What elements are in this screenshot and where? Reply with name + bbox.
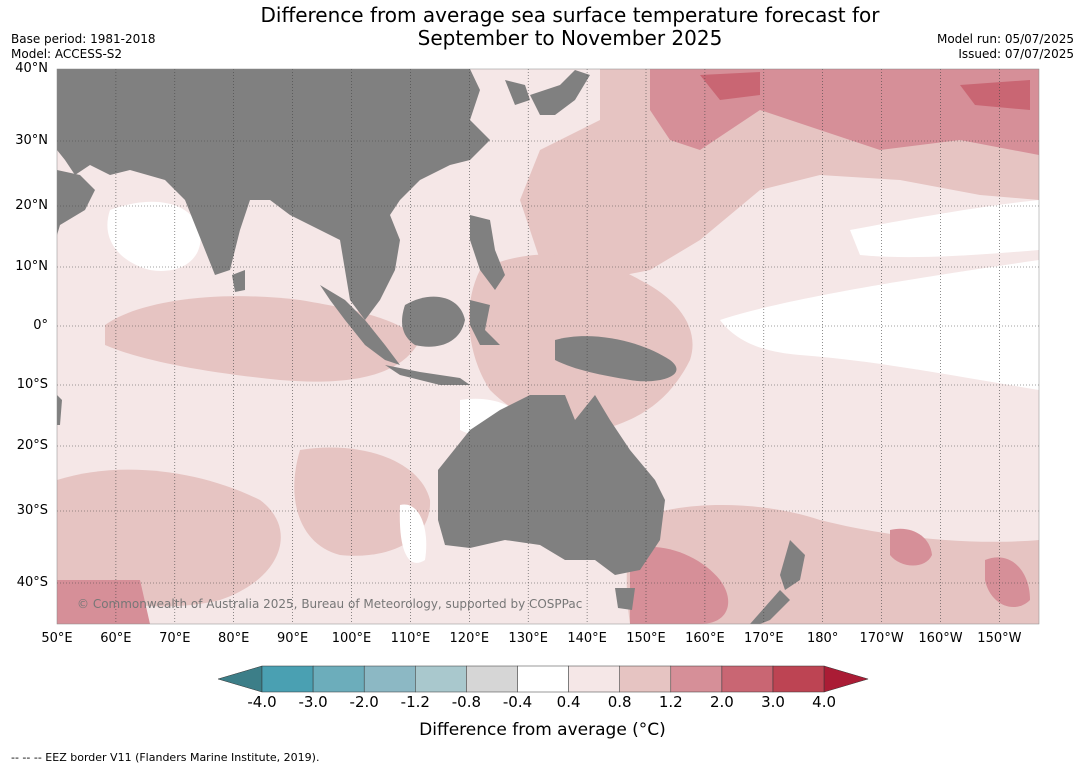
lon-label: 160°W: [918, 631, 963, 646]
warm-patch-south-indian: [294, 447, 431, 556]
hot-spot-northeast: [960, 80, 1030, 110]
colorbar-tick-label: -4.0: [247, 693, 277, 711]
colorbar-segment: [568, 665, 620, 693]
colorbar-min-arrow: [217, 665, 263, 693]
lat-label: 20°S: [16, 438, 48, 453]
lon-label: 120°E: [449, 631, 490, 646]
colorbar-segment: [772, 665, 825, 693]
warm-spot-south-pacific: [890, 528, 932, 566]
copyright-notice: © Commonwealth of Australia 2025, Bureau…: [77, 597, 583, 611]
neutral-east-pacific: [720, 260, 1039, 390]
lat-label: 30°S: [16, 503, 48, 518]
hot-spot-north: [700, 72, 760, 100]
warm-south-indian-ocean: [57, 469, 281, 607]
japan: [530, 70, 590, 115]
colorbar-tick-label: -1.2: [400, 693, 430, 711]
new-zealand-south: [750, 590, 790, 624]
warm-tasman-region: [626, 505, 1039, 624]
colorbar-max-arrow: [823, 665, 869, 693]
lon-label: 100°E: [331, 631, 372, 646]
colorbar-segment: [517, 665, 569, 693]
warm-spot-southeast: [985, 557, 1030, 608]
arabian-peninsula: [57, 170, 95, 235]
lon-label: 150°W: [977, 631, 1022, 646]
colorbar-tick-label: 4.0: [812, 693, 837, 711]
borneo: [402, 296, 465, 347]
colorbar-tick-label: 3.0: [761, 693, 785, 711]
colorbar-segment: [363, 665, 416, 693]
land-masses: [57, 69, 805, 624]
lon-label: 170°W: [859, 631, 904, 646]
issued-date: Issued: 07/07/2025: [958, 47, 1074, 61]
lat-label: 40°S: [16, 575, 48, 590]
lon-label: 70°E: [159, 631, 191, 646]
philippines: [470, 215, 505, 290]
lon-label: 170°E: [744, 631, 784, 646]
colorbar-tick-label: -0.4: [502, 693, 533, 711]
colorbar-tick-label: -3.0: [298, 693, 328, 711]
lat-label: 30°N: [15, 133, 48, 148]
lon-label: 160°E: [685, 631, 725, 646]
eez-footnote: -- -- -- EEZ border V11 (Flanders Marine…: [11, 751, 320, 764]
lon-label: 90°E: [276, 631, 309, 646]
tasmania: [615, 588, 635, 610]
sulawesi: [470, 300, 500, 345]
colorbar-segment: [721, 665, 774, 693]
colorbar-title: Difference from average (°C): [419, 720, 666, 740]
sumatra: [320, 285, 400, 365]
colorbar-segment: [261, 665, 314, 693]
australia: [438, 395, 665, 575]
colorbar-segment: [670, 665, 723, 693]
title-line-1: Difference from average sea surface temp…: [260, 3, 880, 27]
lon-label: 140°E: [567, 631, 607, 646]
lat-label: 10°N: [15, 259, 48, 274]
lat-label: 20°N: [15, 198, 48, 213]
colorbar-tick-label: 1.2: [658, 693, 683, 711]
meta-right: Model run: 05/07/2025 Issued: 07/07/2025: [937, 32, 1074, 62]
colorbar-tick-label: 0.8: [607, 693, 632, 711]
base-period: Base period: 1981-2018: [11, 32, 156, 46]
lat-lon-grid: [57, 69, 1039, 624]
colorbar: [217, 665, 869, 693]
lon-label: 180°: [807, 631, 839, 646]
lat-label: 0°: [33, 318, 48, 333]
warm-spot-southwest: [57, 580, 150, 624]
lon-label: 110°E: [390, 631, 431, 646]
chart-title: Difference from average sea surface temp…: [0, 4, 1085, 50]
warm-band-indian-ocean: [105, 296, 420, 382]
lon-label: 150°E: [626, 631, 666, 646]
neutral-north-pacific: [850, 200, 1039, 258]
warm-core-tasman: [630, 546, 729, 624]
lon-label: 50°E: [41, 631, 73, 646]
colorbar-segment: [312, 665, 365, 693]
lon-label: 80°E: [218, 631, 250, 646]
title-line-2: September to November 2025: [417, 26, 723, 50]
lat-label: 40°N: [15, 61, 48, 76]
model-name: Model: ACCESS-S2: [11, 47, 123, 61]
madagascar: [57, 395, 62, 425]
lon-label: 60°E: [100, 631, 132, 646]
colorbar-segment: [619, 665, 672, 693]
colorbar-segment: [415, 665, 467, 693]
colorbar-tick-label: 2.0: [709, 693, 734, 711]
asia-mainland: [57, 69, 490, 320]
lat-label: 10°S: [16, 377, 48, 392]
colorbar-tick-label: -0.8: [451, 693, 482, 711]
korea: [505, 80, 530, 105]
colorbar-tick-label: -2.0: [349, 693, 379, 711]
colorbar-segment: [466, 665, 518, 693]
map-frame: [56, 68, 1040, 625]
java: [385, 365, 470, 385]
meta-left: Base period: 1981-2018 Model: ACCESS-S2: [11, 32, 156, 62]
new-zealand-north: [780, 540, 805, 590]
lon-label: 130°E: [508, 631, 548, 646]
model-run: Model run: 05/07/2025: [936, 32, 1074, 46]
sri-lanka: [232, 270, 245, 292]
colorbar-tick-label: 0.4: [556, 693, 581, 711]
neutral-arabian-sea: [107, 201, 201, 271]
neutral-patch-west-australia: [399, 504, 427, 563]
